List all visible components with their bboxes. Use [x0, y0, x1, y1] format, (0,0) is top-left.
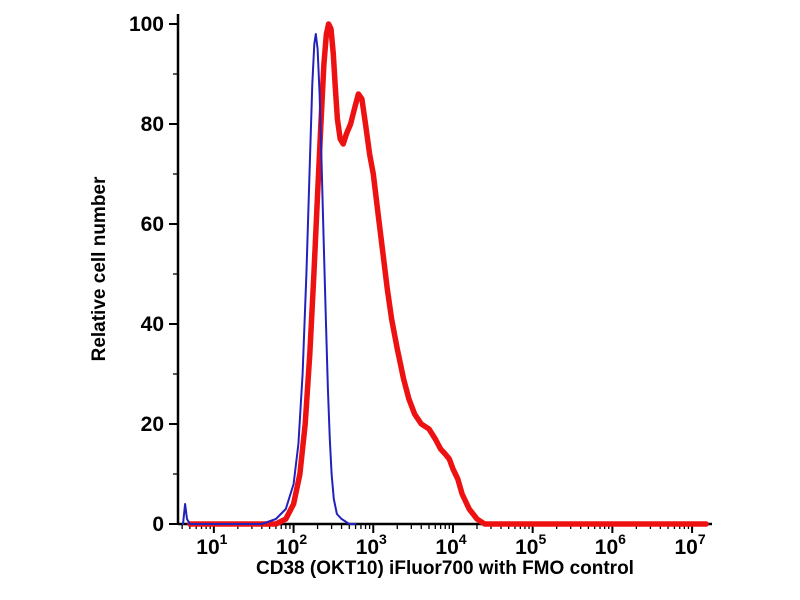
- y-tick-label: 80: [141, 113, 164, 136]
- y-tick-label: 40: [141, 313, 164, 336]
- x-tick-label: 107: [674, 531, 705, 559]
- x-tick-label: 106: [595, 531, 626, 559]
- x-tick-label: 101: [196, 531, 227, 559]
- y-axis-title: Relative cell number: [89, 176, 110, 362]
- y-tick-label: 20: [141, 413, 164, 436]
- y-tick-label: 0: [152, 513, 164, 536]
- x-tick-label: 105: [515, 531, 546, 559]
- series-curve-cd38-okt10-ifluor700: [187, 21, 709, 527]
- x-tick-label: 103: [356, 531, 387, 559]
- series-curve-fmo-control: [182, 33, 357, 525]
- x-tick-label: 102: [276, 531, 307, 559]
- x-axis-title: CD38 (OKT10) iFluor700 with FMO control: [256, 558, 634, 579]
- x-tick-label: 104: [435, 531, 466, 559]
- y-tick-label: 100: [129, 13, 164, 36]
- y-tick-label: 60: [141, 213, 164, 236]
